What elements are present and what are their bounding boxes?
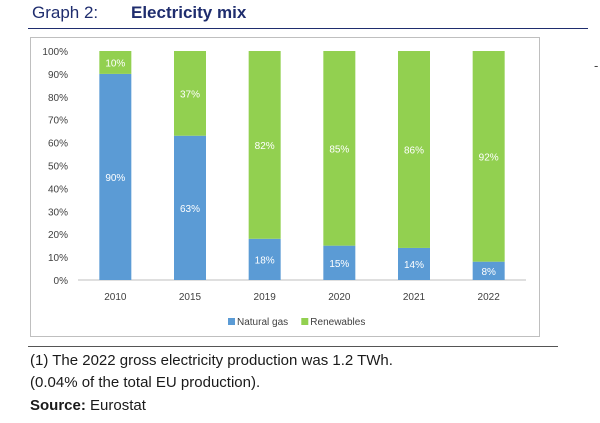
data-label: 15% bbox=[329, 259, 349, 270]
bar-natural-gas bbox=[174, 135, 206, 280]
source-line: Source: Eurostat bbox=[30, 397, 146, 414]
bar-natural-gas bbox=[398, 247, 430, 280]
y-tick-label: 80% bbox=[48, 93, 68, 104]
chart-frame: 0% 10% 20% 30% 40% 50% 60% 70% 80% 90% 100% 90% 10% 2… bbox=[30, 37, 540, 337]
y-tick-label: 100% bbox=[42, 47, 68, 58]
data-label: 10% bbox=[105, 58, 125, 69]
data-label: 92% bbox=[479, 152, 499, 163]
x-tick-label: 2010 bbox=[104, 292, 127, 303]
x-tick-label: 2015 bbox=[179, 292, 202, 303]
y-tick-label: 60% bbox=[48, 139, 68, 150]
data-label: 18% bbox=[255, 255, 275, 266]
y-tick-label: 10% bbox=[48, 253, 68, 264]
x-tick-label: 2022 bbox=[478, 292, 501, 303]
bar-renewables bbox=[174, 51, 206, 136]
y-tick-label: 30% bbox=[48, 207, 68, 218]
legend-label: Natural gas bbox=[237, 317, 288, 328]
graph-title: Electricity mix bbox=[131, 3, 247, 22]
x-tick-label: 2020 bbox=[328, 292, 351, 303]
bar-renewables bbox=[472, 51, 505, 262]
data-label: 82% bbox=[255, 141, 275, 152]
bar-renewables bbox=[99, 51, 132, 74]
x-tick-label: 2019 bbox=[254, 292, 277, 303]
data-label: 85% bbox=[329, 144, 349, 155]
data-label: 63% bbox=[180, 204, 200, 215]
y-tick-label: 40% bbox=[48, 184, 68, 195]
x-tick-label: 2021 bbox=[403, 292, 426, 303]
data-label: 8% bbox=[481, 267, 496, 278]
graph-number: Graph 2: bbox=[32, 3, 99, 22]
legend-label: Renewables bbox=[310, 317, 365, 328]
source-value: Eurostat bbox=[85, 397, 146, 414]
footnote-2: (0.04% of the total EU production). bbox=[30, 374, 261, 391]
y-tick-label: 50% bbox=[48, 162, 68, 173]
bar-natural-gas bbox=[99, 73, 132, 281]
bar-natural-gas bbox=[248, 238, 281, 280]
stacked-bar-chart: 0% 10% 20% 30% 40% 50% 60% 70% 80% 90% 100% 90% 10% 2… bbox=[42, 47, 526, 328]
data-label: 90% bbox=[105, 173, 125, 184]
data-label: 86% bbox=[404, 145, 424, 156]
data-label: 37% bbox=[180, 89, 200, 100]
y-tick-label: 20% bbox=[48, 230, 68, 241]
y-tick-label: 90% bbox=[48, 70, 68, 81]
source-label: Source: bbox=[30, 397, 86, 414]
bar-natural-gas bbox=[472, 261, 505, 280]
data-label: 14% bbox=[404, 260, 424, 271]
legend-swatch bbox=[301, 318, 309, 325]
bar-renewables bbox=[323, 51, 356, 246]
footnote-1: (1) The 2022 gross electricity productio… bbox=[30, 352, 393, 369]
y-tick-label: 0% bbox=[54, 276, 69, 287]
divider bbox=[28, 346, 558, 347]
bar-renewables bbox=[398, 51, 430, 248]
edge-mark: - bbox=[594, 58, 599, 73]
y-tick-label: 70% bbox=[48, 116, 68, 127]
legend-swatch bbox=[228, 318, 235, 325]
bar-natural-gas bbox=[323, 245, 356, 280]
bar-renewables bbox=[248, 51, 281, 239]
graph-header: Graph 2: Electricity mix bbox=[28, 2, 588, 29]
